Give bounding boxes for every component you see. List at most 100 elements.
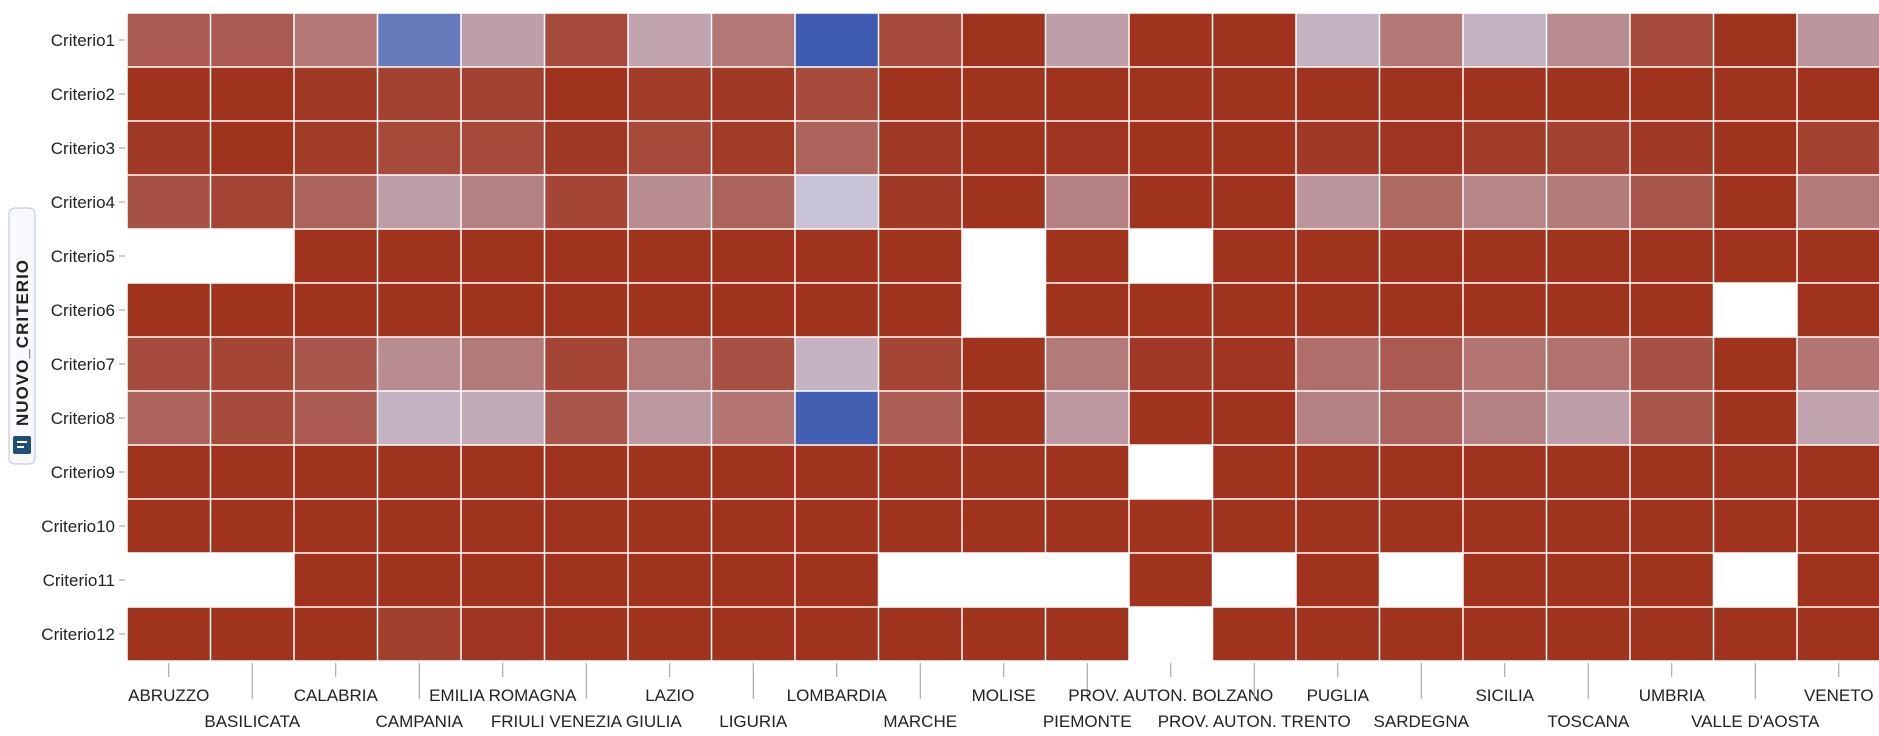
heatmap-cell	[962, 121, 1045, 175]
heatmap-cell	[1630, 13, 1713, 67]
y-axis-title-frame	[8, 207, 36, 465]
heatmap-cell	[1380, 121, 1463, 175]
heatmap-cell	[712, 391, 795, 445]
heatmap-cell	[1630, 553, 1713, 607]
heatmap-cell	[1463, 13, 1546, 67]
x-tick-label: SARDEGNA	[1374, 712, 1470, 731]
heatmap-cell	[795, 13, 878, 67]
heatmap-cell	[1547, 67, 1630, 121]
heatmap-cell	[1797, 337, 1879, 391]
heatmap-cell	[1046, 121, 1129, 175]
heatmap-cell	[1129, 553, 1212, 607]
heatmap-cell	[1129, 67, 1212, 121]
heatmap-cell	[461, 499, 544, 553]
heatmap-cell	[1714, 175, 1797, 229]
heatmap-cell	[545, 553, 628, 607]
heatmap-cell	[294, 13, 377, 67]
heatmap-cell	[1630, 229, 1713, 283]
x-tick-label: PROV. AUTON. BOLZANO	[1068, 686, 1273, 705]
heatmap-cell	[1797, 607, 1879, 661]
heatmap-cell	[1380, 445, 1463, 499]
heatmap-cell	[1714, 13, 1797, 67]
x-tick-label: ABRUZZO	[128, 686, 209, 705]
x-tick-label: LOMBARDIA	[787, 686, 888, 705]
heatmap-cell	[1463, 121, 1546, 175]
heatmap-cell	[461, 175, 544, 229]
heatmap-cell	[795, 121, 878, 175]
heatmap-cell	[628, 67, 711, 121]
heatmap-cell	[1213, 175, 1296, 229]
heatmap-cell	[1296, 229, 1379, 283]
y-tick-label: Criterio1	[51, 31, 115, 50]
y-axis-title: NUOVO_CRITERIO	[13, 259, 32, 426]
y-axis-title-group[interactable]: NUOVO_CRITERIO	[8, 207, 36, 465]
heatmap-cell	[1714, 229, 1797, 283]
heatmap-cell	[1380, 607, 1463, 661]
heatmap-cell	[294, 445, 377, 499]
heatmap-cell	[545, 445, 628, 499]
heatmap-cell	[879, 121, 962, 175]
heatmap-cell	[879, 67, 962, 121]
heatmap-cell	[1129, 13, 1212, 67]
heatmap-cell	[211, 391, 294, 445]
heatmap-cell	[879, 283, 962, 337]
heatmap-cell	[461, 13, 544, 67]
heatmap-cell	[1630, 391, 1713, 445]
heatmap-cell	[127, 67, 210, 121]
heatmap-cell	[127, 499, 210, 553]
heatmap-cell	[628, 607, 711, 661]
x-tick-label: BASILICATA	[204, 712, 300, 731]
heatmap-cell	[378, 67, 461, 121]
x-tick-label: CALABRIA	[294, 686, 379, 705]
heatmap-cell	[628, 13, 711, 67]
heatmap-cell	[712, 607, 795, 661]
heatmap-cell	[962, 391, 1045, 445]
heatmap-cell	[378, 499, 461, 553]
x-tick-label: TOSCANA	[1547, 712, 1630, 731]
heatmap-cell	[1296, 391, 1379, 445]
x-tick-label: PUGLIA	[1307, 686, 1370, 705]
heatmap-cell	[1547, 13, 1630, 67]
y-tick-label: Criterio2	[51, 85, 115, 104]
heatmap-cell	[795, 391, 878, 445]
heatmap-cell	[879, 175, 962, 229]
heatmap-cell	[294, 499, 377, 553]
heatmap-cell	[712, 175, 795, 229]
heatmap-cell	[1213, 607, 1296, 661]
y-tick-label: Criterio6	[51, 301, 115, 320]
heatmap-cell	[545, 283, 628, 337]
heatmap-cell	[1547, 607, 1630, 661]
heatmap-cell	[1714, 499, 1797, 553]
y-tick-label: Criterio7	[51, 355, 115, 374]
heatmap-cell	[1129, 445, 1212, 499]
heatmap-cell	[1046, 445, 1129, 499]
heatmap-cell	[461, 229, 544, 283]
heatmap-cell	[962, 607, 1045, 661]
heatmap-cell	[1046, 499, 1129, 553]
heatmap-cell	[628, 499, 711, 553]
x-tick-label: VALLE D'AOSTA	[1691, 712, 1820, 731]
heatmap-cell	[294, 121, 377, 175]
legend-icon-line-2	[17, 446, 24, 448]
heatmap-cell	[1213, 391, 1296, 445]
heatmap-cell	[1129, 229, 1212, 283]
heatmap-cell	[1046, 229, 1129, 283]
heatmap-cell	[378, 553, 461, 607]
heatmap-cell	[795, 553, 878, 607]
heatmap-cell	[1129, 391, 1212, 445]
heatmap-cell	[1296, 283, 1379, 337]
heatmap-cell	[1296, 499, 1379, 553]
heatmap-cell	[294, 283, 377, 337]
x-tick-label: MOLISE	[972, 686, 1036, 705]
heatmap-cell	[962, 175, 1045, 229]
heatmap-cell	[1463, 337, 1546, 391]
heatmap-cell	[1213, 337, 1296, 391]
heatmap-cell	[1296, 175, 1379, 229]
heatmap-cell	[211, 229, 294, 283]
heatmap-cell	[294, 337, 377, 391]
heatmap-cell	[628, 337, 711, 391]
heatmap-cell	[211, 175, 294, 229]
heatmap-cell	[1129, 499, 1212, 553]
heatmap-cell	[1714, 67, 1797, 121]
heatmap-cell	[962, 499, 1045, 553]
